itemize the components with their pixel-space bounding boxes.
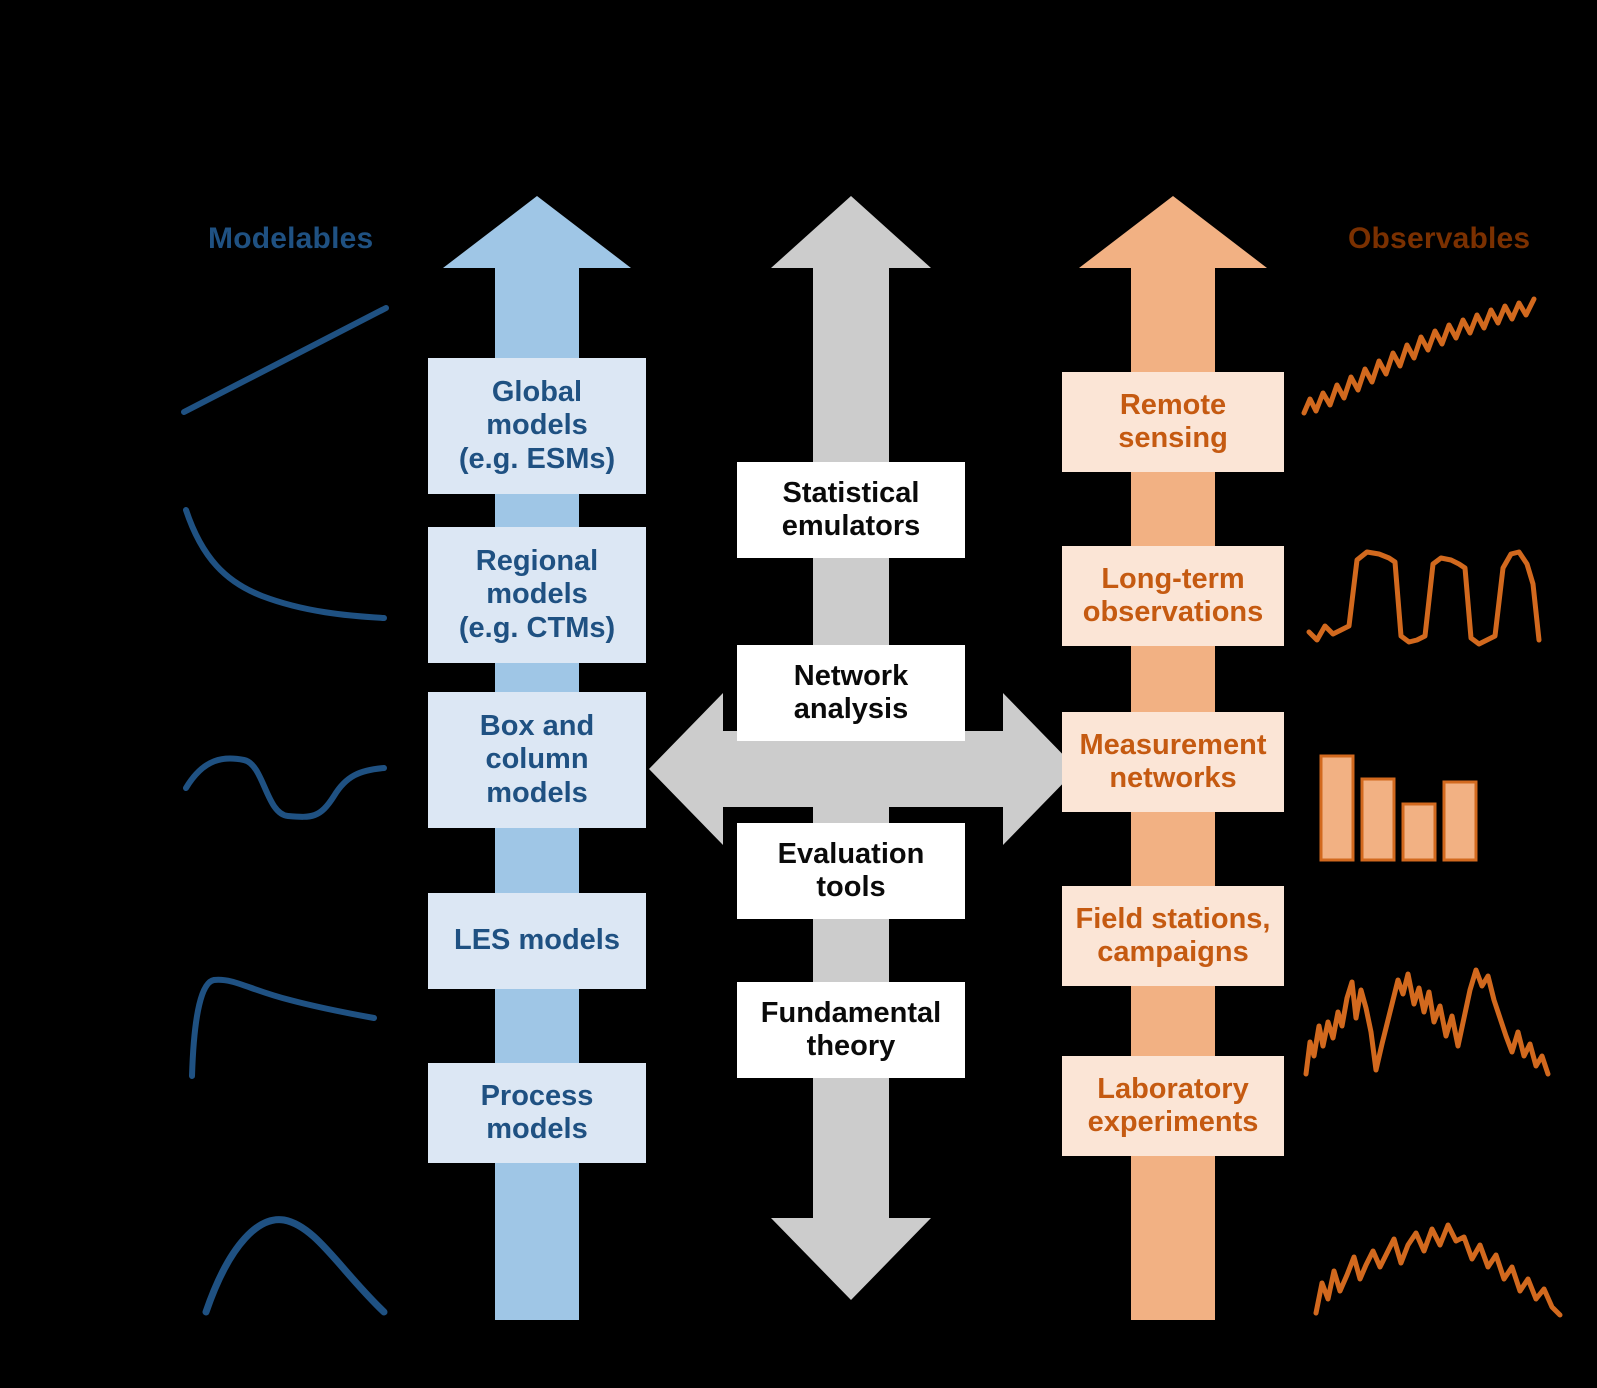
modelables-sparkline-5 xyxy=(202,1216,388,1316)
observables-sparkline-3 xyxy=(1303,967,1551,1077)
method-box-fundamental-theory-label: Fundamental theory xyxy=(760,996,942,1062)
method-box-statistical-emulators-label: Statistical emulators xyxy=(781,476,921,542)
method-box-fundamental-theory[interactable]: Fundamental theory xyxy=(737,982,965,1078)
method-box-evaluation-tools-label: Evaluation tools xyxy=(777,837,925,903)
obs-box-long-term-observations[interactable]: Long-term observations xyxy=(1062,546,1284,646)
method-box-evaluation-tools[interactable]: Evaluation tools xyxy=(737,823,965,919)
method-box-network-analysis-label: Network analysis xyxy=(793,659,909,725)
model-box-box-column-label: Box and column models xyxy=(479,710,595,809)
obs-box-measurement-networks[interactable]: Measurement networks xyxy=(1062,712,1284,812)
model-box-regional-label: Regional models (e.g. CTMs) xyxy=(458,545,616,644)
modelables-sparkline-2 xyxy=(183,507,387,621)
obs-box-laboratory-experiments[interactable]: Laboratory experiments xyxy=(1062,1056,1284,1156)
observables-sparkline-4 xyxy=(1313,1222,1563,1318)
method-box-statistical-emulators[interactable]: Statistical emulators xyxy=(737,462,965,558)
modelables-sparkline-1 xyxy=(181,305,389,415)
obs-box-field-stations[interactable]: Field stations, campaigns xyxy=(1062,886,1284,986)
obs-box-remote-sensing[interactable]: Remote sensing xyxy=(1062,372,1284,472)
model-box-process-label: Process models xyxy=(480,1079,594,1145)
modelables-sparkline-3 xyxy=(183,755,387,820)
modelables-title: Modelables xyxy=(208,222,374,255)
observables-barchart xyxy=(1319,754,1478,862)
obs-box-measurement-networks-label: Measurement networks xyxy=(1079,728,1267,794)
observables-sparkline-1 xyxy=(1301,296,1537,416)
observables-sparkline-2 xyxy=(1306,549,1542,647)
model-box-les[interactable]: LES models xyxy=(428,893,646,989)
model-box-global-label: Global models (e.g. ESMs) xyxy=(458,376,616,475)
observables-title: Observables xyxy=(1348,222,1531,255)
modelables-sparkline-4 xyxy=(189,976,377,1079)
method-box-network-analysis[interactable]: Network analysis xyxy=(737,645,965,741)
obs-box-laboratory-experiments-label: Laboratory experiments xyxy=(1087,1072,1259,1138)
obs-box-field-stations-label: Field stations, campaigns xyxy=(1075,902,1271,968)
model-box-process[interactable]: Process models xyxy=(428,1063,646,1163)
model-box-les-label: LES models xyxy=(454,924,620,957)
model-box-regional[interactable]: Regional models (e.g. CTMs) xyxy=(428,527,646,663)
obs-box-remote-sensing-label: Remote sensing xyxy=(1118,388,1228,454)
obs-box-long-term-observations-label: Long-term observations xyxy=(1082,562,1264,628)
model-box-global[interactable]: Global models (e.g. ESMs) xyxy=(428,358,646,494)
model-box-box-column[interactable]: Box and column models xyxy=(428,692,646,828)
